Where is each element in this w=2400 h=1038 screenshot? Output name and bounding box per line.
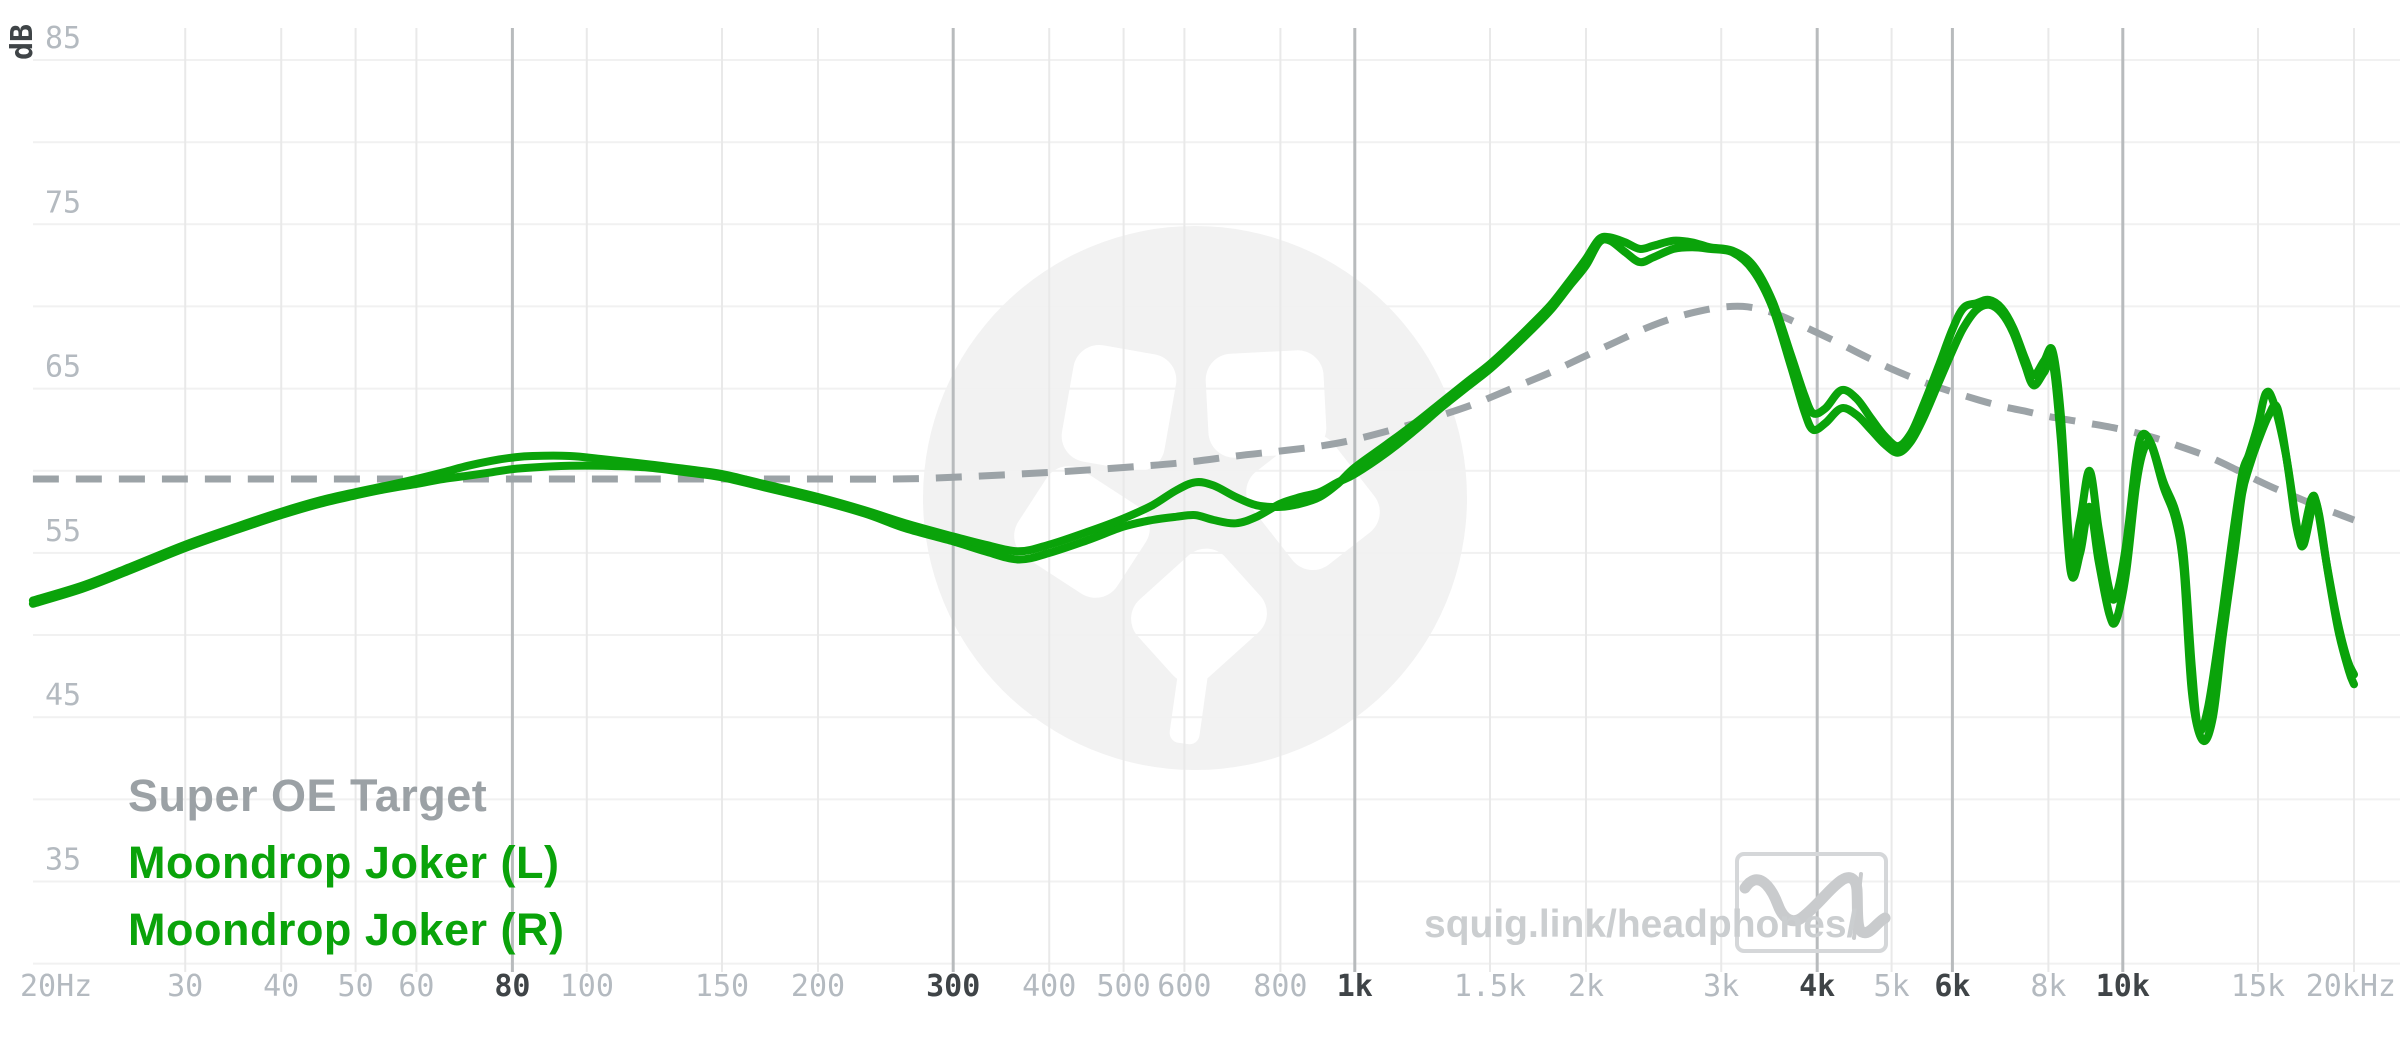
squig-logo-box <box>1735 852 1891 953</box>
y-tick-label-55: 55 <box>45 514 81 549</box>
x-tick-label-15k: 15k <box>2231 969 2285 1004</box>
y-tick-label-45: 45 <box>45 678 81 713</box>
y-tick-label-35: 35 <box>45 843 81 878</box>
x-tick-label-500: 500 <box>1097 969 1151 1004</box>
x-tick-label-20Hz: 20Hz <box>20 969 92 1004</box>
y-tick-label-75: 75 <box>45 185 81 220</box>
x-tick-label-40: 40 <box>263 969 299 1004</box>
x-axis-tick-labels: 20Hz 30 40 50 60 80 100 150 200 300 400 500 600 800 1k… <box>20 969 2396 1004</box>
x-tick-label-5k: 5k <box>1874 969 1910 1004</box>
x-tick-label-200: 200 <box>791 969 845 1004</box>
horizontal-gridlines <box>33 59 2400 965</box>
y-tick-label-65: 65 <box>45 350 81 385</box>
x-tick-label-8k: 8k <box>2030 969 2066 1004</box>
x-tick-label-30: 30 <box>167 969 203 1004</box>
x-tick-label-60: 60 <box>398 969 434 1004</box>
x-tick-label-800: 800 <box>1253 969 1307 1004</box>
legend: Super OE Target Moondrop Joker (L) Moond… <box>128 762 564 963</box>
vertical-gridlines <box>184 28 2355 972</box>
site-watermark: squig.link/headphones/ <box>1424 903 1858 946</box>
x-tick-label-3k: 3k <box>1703 969 1739 1004</box>
x-tick-label-10k: 10k <box>2096 969 2150 1004</box>
x-tick-label-6k: 6k <box>1934 969 1970 1004</box>
x-tick-label-50: 50 <box>338 969 374 1004</box>
x-tick-label-100: 100 <box>560 969 614 1004</box>
x-tick-label-20kHz: 20kHz <box>2306 969 2396 1004</box>
x-tick-label-300: 300 <box>926 969 980 1004</box>
x-tick-label-150: 150 <box>695 969 749 1004</box>
x-tick-label-400: 400 <box>1022 969 1076 1004</box>
curves-group <box>28 232 2358 746</box>
y-axis-tick-labels: 85 75 65 55 45 35 <box>45 21 81 878</box>
x-tick-label-2k: 2k <box>1568 969 1604 1004</box>
x-tick-label-600: 600 <box>1157 969 1211 1004</box>
x-tick-label-80: 80 <box>494 969 530 1004</box>
legend-item-joker-right[interactable]: Moondrop Joker (R) <box>128 904 565 955</box>
legend-item-joker-left[interactable]: Moondrop Joker (L) <box>128 837 560 888</box>
curve-moondrop-joker-left <box>28 232 2358 735</box>
y-tick-label-85: 85 <box>45 21 81 56</box>
x-tick-label-4k: 4k <box>1799 969 1835 1004</box>
x-tick-label-1k: 1k <box>1337 969 1373 1004</box>
curve-super-oe-target <box>32 302 2356 524</box>
legend-item-target[interactable]: Super OE Target <box>128 770 488 821</box>
x-tick-label-1.5k: 1.5k <box>1454 969 1526 1004</box>
squiggle-icon <box>1739 872 1891 939</box>
squig-flower-watermark-icon <box>923 226 1467 770</box>
y-axis-unit-label: dB <box>5 24 40 60</box>
